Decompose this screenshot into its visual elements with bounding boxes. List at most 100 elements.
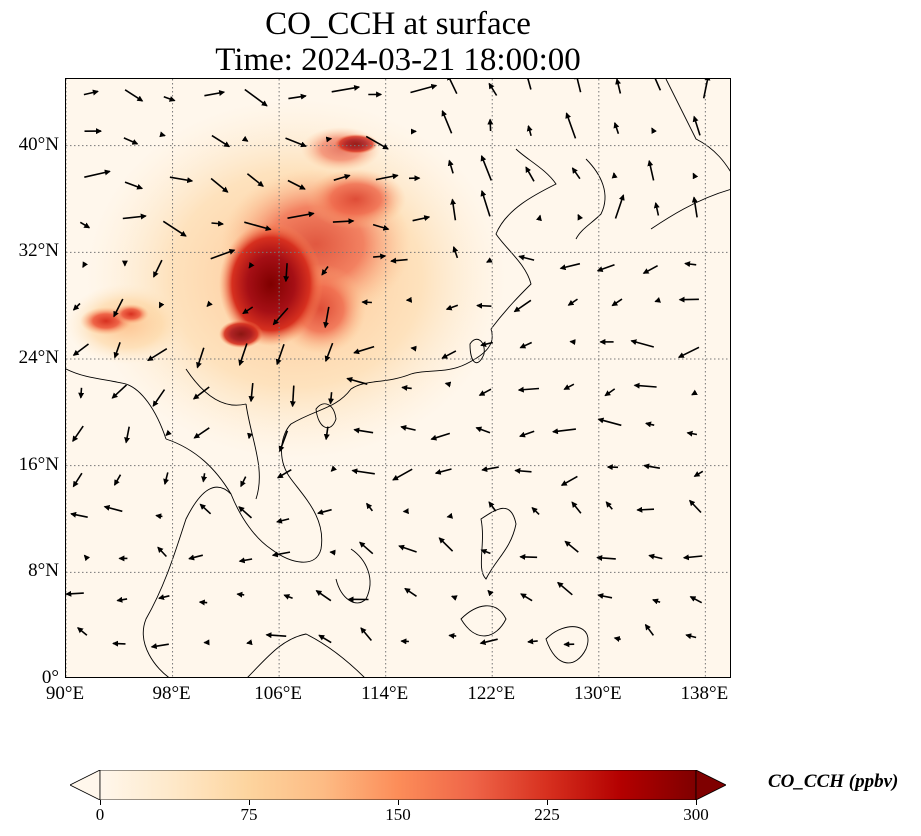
wind-arrow (682, 554, 703, 561)
wind-arrow (244, 88, 268, 107)
wind-arrow (653, 202, 660, 216)
lon-tick-label: 98°E (152, 683, 191, 704)
wind-arrow (644, 623, 655, 636)
lat-tick-label: 24°N (18, 347, 59, 368)
wind-arrow (72, 425, 84, 443)
wind-arrow (446, 512, 454, 519)
wind-arrow (648, 553, 663, 560)
wind-arrow (327, 392, 334, 405)
wind-arrow (689, 595, 703, 604)
wind-arrow (82, 261, 88, 268)
wind-arrow (241, 135, 249, 142)
wind-arrow (412, 215, 431, 222)
wind-arrow (596, 554, 616, 561)
wind-arrow (236, 591, 245, 598)
colorbar-tick-label: 150 (385, 805, 411, 824)
wind-arrow (353, 427, 374, 434)
colorbar-title: CO_CCH (ppbv) (768, 771, 899, 792)
wind-arrow (330, 465, 338, 472)
wind-arrow (113, 298, 124, 318)
wind-arrow (475, 426, 491, 434)
wind-arrow (242, 306, 254, 315)
colorbar-tick (248, 800, 250, 805)
colorbar-tick (99, 800, 101, 805)
wind-arrow (536, 214, 542, 222)
wind-arrow (152, 259, 163, 278)
wind-arrow (684, 261, 697, 268)
wind-arrow (289, 385, 296, 408)
wind-arrow (283, 263, 290, 283)
wind-arrow (204, 90, 226, 97)
wind-arrow (571, 501, 582, 514)
wind-arrow (392, 468, 413, 481)
wind-arrow (444, 381, 452, 388)
wind-arrow (651, 127, 657, 135)
wind-arrow (488, 501, 497, 512)
wind-arrow (518, 254, 535, 261)
wind-arrow (552, 428, 576, 435)
wind-arrow (315, 590, 332, 602)
wind-arrow (654, 79, 662, 91)
wind-arrow (519, 430, 535, 438)
wind-arrow (112, 640, 126, 647)
wind-arrow (77, 627, 88, 636)
lat-tick-label: 32°N (18, 240, 59, 262)
wind-arrow (597, 593, 613, 600)
wind-arrow (246, 173, 264, 187)
wind-arrow (643, 463, 661, 470)
wind-arrow (647, 159, 655, 181)
wind-arrow (238, 343, 248, 367)
lon-tick-label: 122°E (467, 683, 516, 704)
map-title: CO_CCH at surface (265, 6, 531, 42)
wind-arrow (353, 345, 375, 355)
wind-arrow (287, 211, 315, 219)
wind-arrow (702, 79, 711, 99)
wind-arrow (372, 223, 390, 231)
wind-arrow (410, 345, 417, 352)
wind-arrow (147, 348, 168, 362)
wind-arrow (113, 342, 121, 359)
lon-tick-label: 114°E (361, 683, 409, 704)
wind-arrow (193, 427, 210, 439)
wind-arrow (111, 384, 128, 399)
wind-arrow (248, 383, 255, 403)
wind-arrow (113, 474, 122, 486)
wind-arrow (519, 341, 533, 349)
wind-arrow (613, 636, 621, 642)
wind-arrow (487, 118, 494, 132)
wind-arrow (124, 426, 131, 444)
lat-tick-label: 8°N (28, 560, 59, 582)
map-panel (65, 78, 731, 678)
wind-arrow (240, 476, 247, 488)
co-concentration-field (66, 99, 506, 459)
wind-arrow (70, 511, 88, 518)
wind-arrow (318, 634, 332, 644)
wind-arrow (271, 551, 291, 558)
wind-arrow (331, 84, 361, 93)
lat-tick-label: 0° (41, 667, 59, 688)
wind-arrow (361, 299, 372, 306)
colorbar-extend-max (695, 770, 726, 800)
wind-arrow (333, 173, 351, 181)
wind-arrow (390, 257, 408, 264)
wind-arrow (198, 599, 208, 606)
wind-arrow (430, 432, 451, 441)
wind-arrow (323, 306, 330, 329)
colorbar-tick-label: 0 (95, 805, 105, 824)
wind-arrow (410, 83, 438, 94)
lon-tick-label: 90°E (45, 683, 85, 704)
wind-arrow (614, 194, 625, 219)
wind-arrow (404, 587, 417, 597)
wind-arrow (480, 190, 491, 217)
wind-arrow (686, 430, 698, 437)
wind-arrow (441, 109, 453, 134)
wind-arrow (574, 79, 582, 93)
lon-tick-label: 106°E (254, 683, 302, 704)
wind-arrow (557, 581, 573, 596)
wind-arrow (559, 262, 581, 271)
wind-arrow (238, 506, 253, 519)
wind-arrow (324, 342, 334, 363)
wind-arrow (654, 297, 662, 303)
wind-arrow (238, 557, 253, 564)
wind-arrow (351, 468, 375, 475)
